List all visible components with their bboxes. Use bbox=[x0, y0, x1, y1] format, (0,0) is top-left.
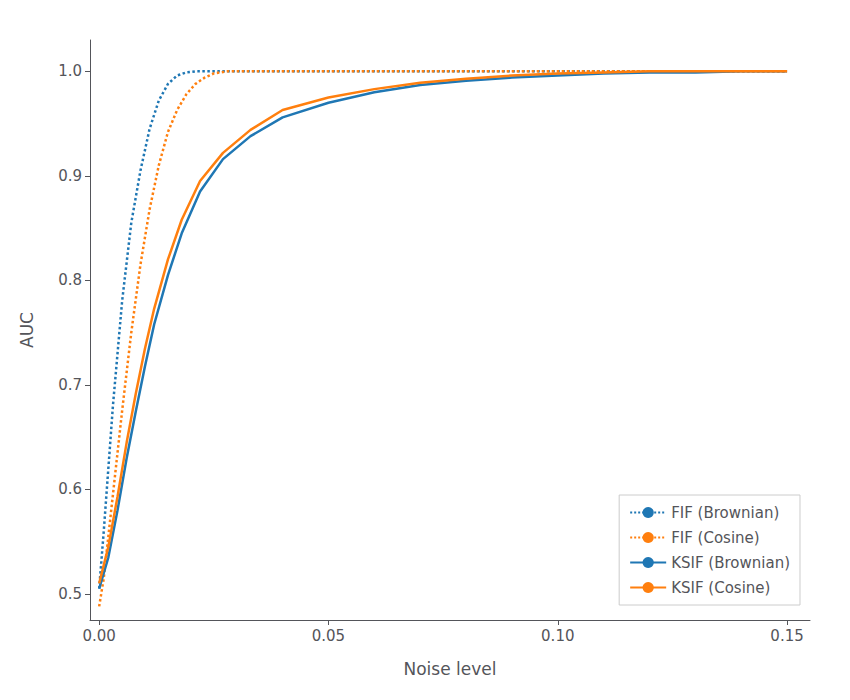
svg-text:0.5: 0.5 bbox=[58, 585, 82, 603]
svg-text:AUC: AUC bbox=[17, 312, 37, 348]
svg-text:0.7: 0.7 bbox=[58, 376, 82, 394]
svg-text:1.0: 1.0 bbox=[58, 62, 82, 80]
svg-text:0.00: 0.00 bbox=[82, 627, 115, 645]
svg-text:KSIF (Cosine): KSIF (Cosine) bbox=[671, 579, 770, 597]
svg-text:0.05: 0.05 bbox=[312, 627, 345, 645]
svg-text:FIF (Cosine): FIF (Cosine) bbox=[671, 529, 760, 547]
svg-text:KSIF (Brownian): KSIF (Brownian) bbox=[671, 554, 790, 572]
svg-text:0.9: 0.9 bbox=[58, 167, 82, 185]
svg-text:0.10: 0.10 bbox=[541, 627, 574, 645]
svg-text:0.6: 0.6 bbox=[58, 480, 82, 498]
svg-text:0.8: 0.8 bbox=[58, 271, 82, 289]
svg-text:0.15: 0.15 bbox=[770, 627, 803, 645]
svg-text:FIF (Brownian): FIF (Brownian) bbox=[671, 504, 779, 522]
svg-text:Noise level: Noise level bbox=[404, 659, 497, 679]
